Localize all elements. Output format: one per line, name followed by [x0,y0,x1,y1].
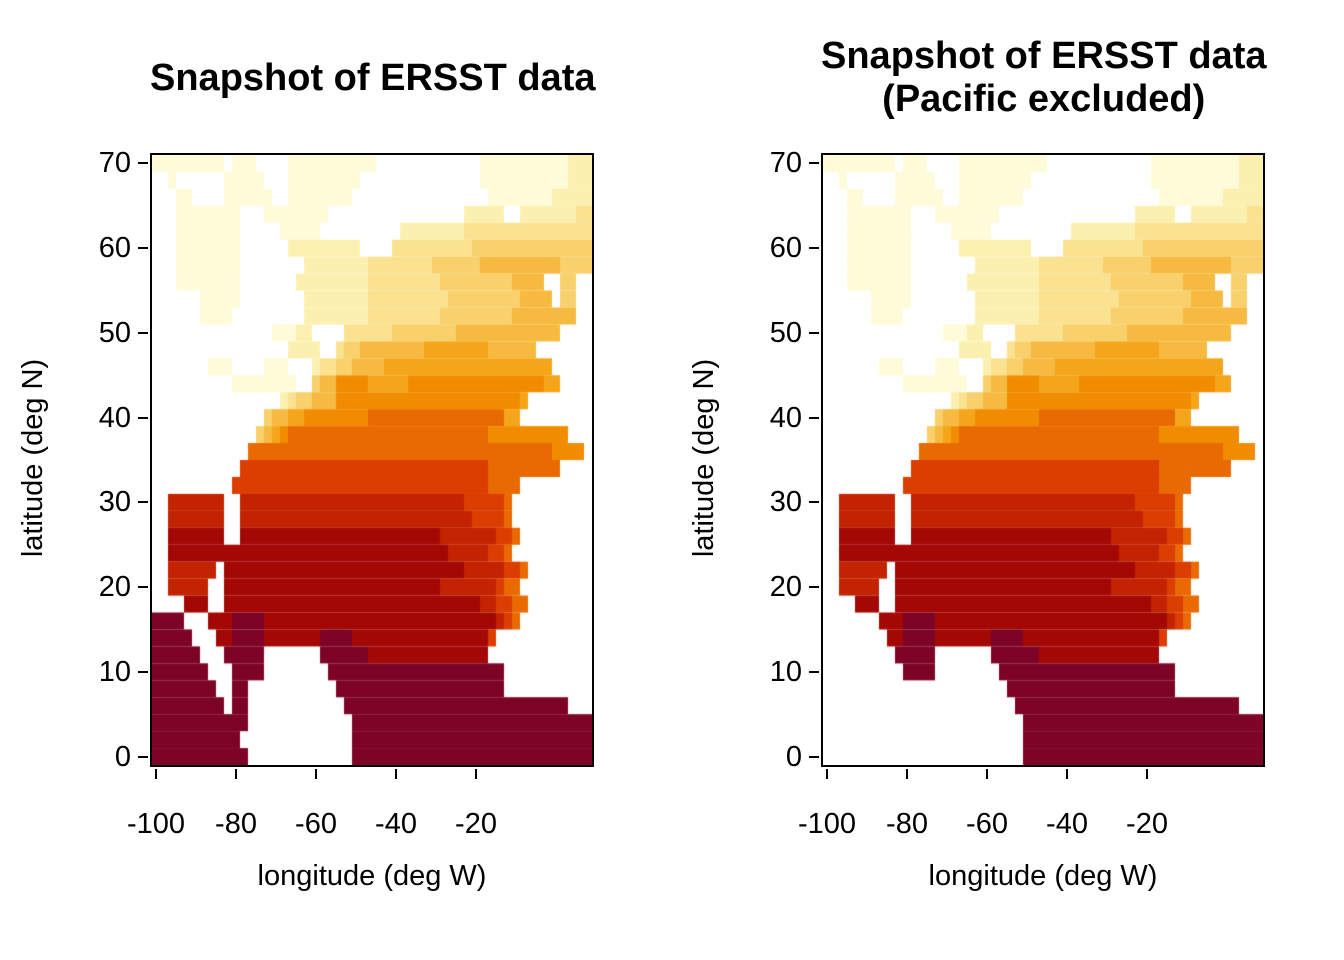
y-tick-mark [138,586,148,589]
y-tick-label: 70 [769,147,802,180]
x-tick-mark [395,769,397,779]
y-tick-label: 20 [98,571,131,604]
y-tick-label: 0 [785,740,802,773]
right-plot-title-line1: Snapshot of ERSST data [821,35,1267,77]
x-tick-label: -20 [1126,808,1168,840]
x-tick-mark [1146,769,1148,779]
x-tick-mark [826,769,828,779]
right-plot-title-line2: (Pacific excluded) [882,78,1206,120]
y-tick-mark [138,331,148,334]
x-tick-label: -100 [126,808,186,840]
left-plot: longitude (deg W) -100 -80 -60 -40 -20 0 10 20 3… [99,147,594,892]
y-tick-label: 40 [769,401,802,434]
x-tick-mark [986,769,988,779]
left-x-axis-label: longitude (deg W) [257,860,487,892]
y-tick-label: 30 [98,486,131,519]
y-tick-mark [809,416,819,419]
x-tick-label: -40 [1046,808,1088,840]
x-tick-label: -60 [966,808,1008,840]
y-tick-mark [138,247,148,250]
y-tick-mark [809,755,819,758]
right-plot-title: Snapshot of ERSST data (Pacific excluded… [821,35,1266,121]
y-tick-label: 50 [769,316,802,349]
right-y-axis-label: latitude (deg N) [688,358,720,558]
x-tick-label: -60 [295,808,337,840]
y-tick-label: 50 [98,316,131,349]
y-tick-mark [809,331,819,334]
x-tick-label: -80 [886,808,928,840]
y-tick-mark [138,670,148,673]
right-plot: longitude (deg W) -100 -80 -60 -40 -20 0 10 20 3… [770,147,1265,892]
left-heatmap-canvas [152,155,592,765]
y-tick-label: 0 [114,740,131,773]
x-tick-mark [315,769,317,779]
x-tick-label: -80 [215,808,257,840]
y-tick-label: 20 [769,571,802,604]
y-tick-mark [809,162,819,165]
y-tick-mark [138,416,148,419]
right-heatmap-canvas [823,155,1263,765]
y-tick-label: 70 [98,147,131,180]
y-tick-mark [138,501,148,504]
y-tick-label: 10 [98,655,131,688]
left-plot-frame [150,153,594,767]
x-tick-mark [1066,769,1068,779]
y-tick-mark [138,162,148,165]
y-tick-label: 30 [769,486,802,519]
y-tick-mark [809,501,819,504]
x-tick-mark [155,769,157,779]
x-tick-mark [906,769,908,779]
left-plot-title: Snapshot of ERSST data [150,57,596,99]
x-tick-label: -40 [375,808,417,840]
y-tick-mark [809,586,819,589]
y-tick-label: 60 [98,232,131,265]
right-plot-frame [821,153,1265,767]
right-x-axis-label: longitude (deg W) [928,860,1158,892]
y-tick-label: 40 [98,401,131,434]
y-tick-label: 60 [769,232,802,265]
x-tick-mark [235,769,237,779]
x-tick-label: -100 [797,808,857,840]
x-tick-mark [475,769,477,779]
y-tick-mark [138,755,148,758]
y-tick-mark [809,247,819,250]
y-tick-label: 10 [769,655,802,688]
y-tick-mark [809,670,819,673]
x-tick-label: -20 [455,808,497,840]
left-y-axis-label: latitude (deg N) [17,358,49,558]
